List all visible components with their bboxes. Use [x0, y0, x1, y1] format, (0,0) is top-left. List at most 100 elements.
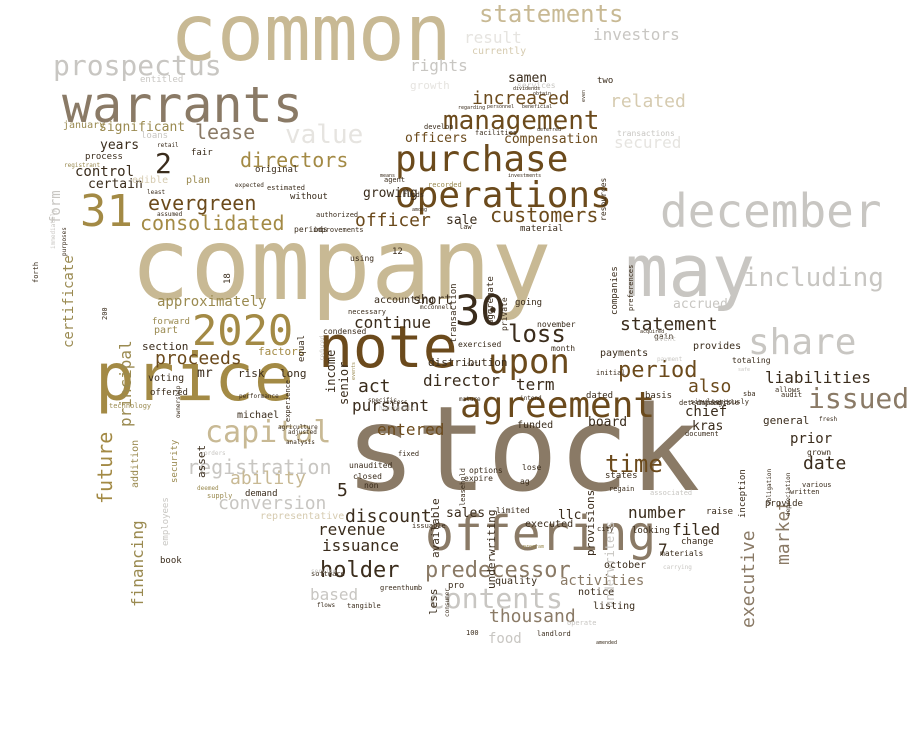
- word-filed: filed: [672, 520, 721, 539]
- word-obtain: obtain: [533, 91, 552, 97]
- word-transactions: transactions: [617, 129, 675, 138]
- word-dividends: dividends: [513, 86, 541, 92]
- word-material: material: [520, 224, 564, 234]
- word-years: years: [100, 138, 140, 153]
- word-pro: pro: [448, 581, 465, 591]
- word-hydroponic: hydroponic: [379, 405, 416, 412]
- word-entered: entered: [377, 420, 445, 439]
- word-compensation: compensation: [504, 132, 598, 147]
- word-intend: intend: [520, 395, 542, 402]
- word-without: without: [290, 192, 328, 202]
- word-time: time: [605, 450, 663, 478]
- word-section: section: [142, 340, 189, 353]
- word-performance: performance: [239, 393, 279, 400]
- word-improvements: improvements: [313, 226, 364, 234]
- word-landlord: landlord: [537, 630, 571, 638]
- word-written: written: [790, 488, 820, 496]
- word-certain: certain: [88, 177, 143, 192]
- word-purchase: purchase: [395, 139, 569, 180]
- word-2020: 2020: [192, 306, 294, 355]
- word-obligation: obligation: [766, 468, 773, 505]
- word-period: period: [618, 358, 698, 383]
- word-customers: customers: [490, 203, 599, 227]
- word-personnel: personnel: [487, 104, 515, 110]
- word-program: program: [523, 544, 545, 550]
- word-plan: plan: [186, 175, 211, 186]
- word-raise: raise: [706, 507, 734, 517]
- word-among: among: [412, 207, 428, 213]
- word-october: october: [604, 560, 647, 571]
- word-pursuant: pursuant: [352, 396, 430, 415]
- word-liabilities: liabilities: [765, 368, 871, 387]
- word-200: 200: [101, 307, 109, 320]
- word-service: service: [311, 568, 337, 575]
- word-limited: limited: [496, 506, 530, 515]
- word-two: two: [597, 76, 614, 86]
- word-means: means: [380, 173, 396, 179]
- word-deemed: deemed: [197, 485, 219, 492]
- word-document: document: [685, 430, 719, 438]
- word-allows: allows: [775, 386, 801, 394]
- word-samen: samen: [508, 71, 548, 86]
- word-proceeds: proceeds: [155, 348, 242, 369]
- word-using: using: [350, 254, 375, 263]
- word-ag: ag: [520, 477, 530, 486]
- word-secured: secured: [614, 133, 682, 152]
- word-audit: audit: [781, 391, 803, 399]
- word-technology: technology: [109, 402, 152, 410]
- word-long: long: [280, 367, 307, 380]
- word-safe: safe: [738, 367, 751, 373]
- word-december: december: [660, 184, 882, 238]
- word-totaling: totaling: [732, 356, 771, 365]
- word-share: share: [748, 322, 857, 363]
- word-forward: forward: [152, 317, 190, 327]
- word-short: short: [413, 293, 453, 308]
- word-investments: investments: [508, 173, 542, 179]
- word-less: less: [427, 588, 440, 616]
- word-financing: financing: [128, 520, 147, 607]
- word-associated: associated: [650, 489, 693, 497]
- word-immediately: immediately: [50, 209, 57, 249]
- word-mr: mr: [197, 366, 213, 381]
- word-reduced: reduced: [319, 335, 326, 361]
- word-18: 18: [223, 273, 233, 284]
- word-issuance: issuance: [322, 536, 400, 555]
- word-develop: develop: [424, 123, 454, 131]
- word-discount: discount: [345, 506, 432, 527]
- word-adjusted: adjusted: [288, 429, 317, 436]
- word-leasehold: leasehold: [459, 468, 467, 506]
- word-company: company: [130, 206, 552, 323]
- word-book: book: [160, 556, 182, 566]
- word-software: software: [311, 570, 345, 578]
- word-currently: currently: [472, 46, 527, 57]
- word-offering: offering: [425, 506, 657, 562]
- word-states: states: [605, 471, 638, 481]
- word-closed: closed: [353, 472, 382, 481]
- word-determined: determined: [679, 399, 722, 407]
- word-accrued: accrued: [673, 297, 728, 312]
- word-even: even: [581, 89, 587, 102]
- word-act: act: [358, 376, 391, 397]
- word-officers: officers: [405, 131, 468, 146]
- word-registrant: registrant: [64, 162, 101, 169]
- word-common: common: [170, 0, 452, 79]
- word-demand: demand: [245, 489, 278, 499]
- word-senior: senior: [337, 361, 351, 405]
- word-supply: supply: [207, 492, 233, 500]
- word-operate: operate: [567, 619, 597, 627]
- word-loss: loss: [508, 320, 566, 348]
- word-unaudited: unaudited: [349, 461, 393, 470]
- word-simultaneously: simultaneously: [690, 398, 750, 406]
- word-accounting: accounting: [374, 295, 435, 306]
- word-related: related: [610, 91, 686, 112]
- word-mature: mature: [459, 396, 481, 403]
- word-part: part: [154, 325, 179, 336]
- word-purposes: purposes: [61, 227, 68, 256]
- word-inception: inception: [738, 469, 748, 518]
- word-amended: amended: [596, 640, 618, 646]
- word-services: services: [517, 81, 556, 90]
- word-approximately: approximately: [157, 294, 267, 310]
- word-contents: contents: [428, 582, 563, 615]
- word-provides: provides: [693, 341, 742, 352]
